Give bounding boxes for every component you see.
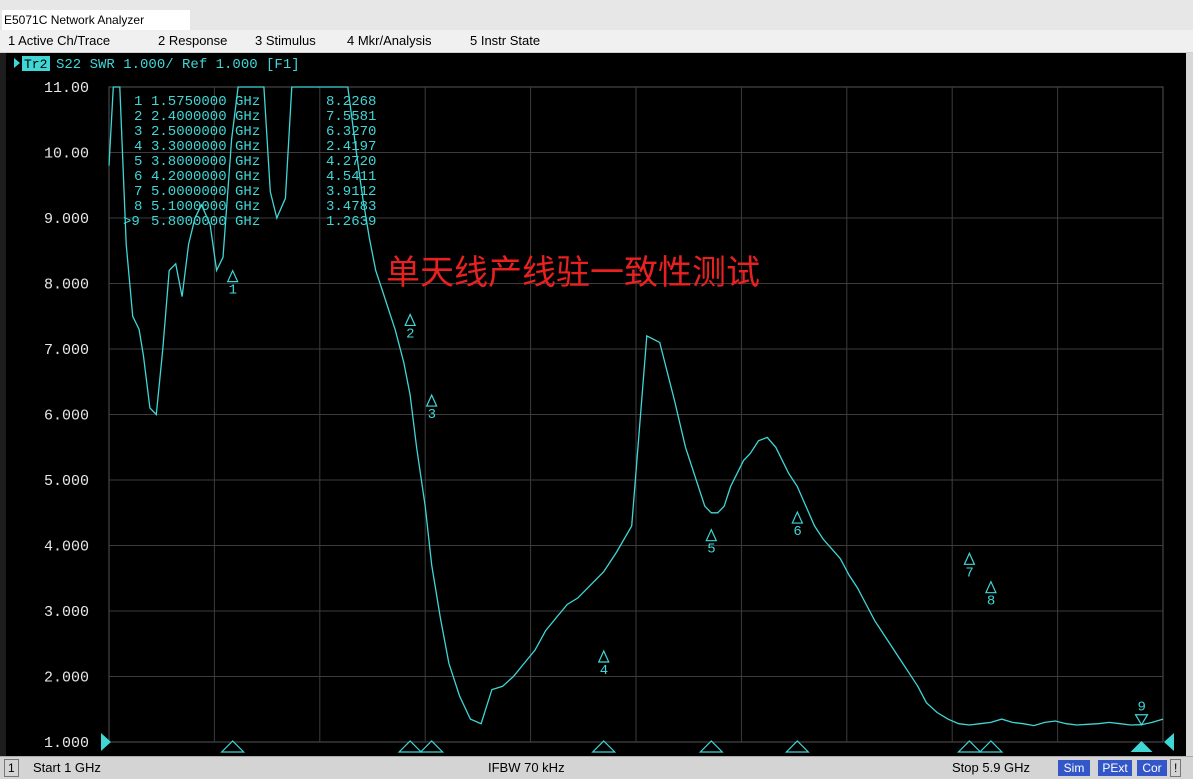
marker-3-triangle[interactable] [425, 393, 438, 407]
marker-1-triangle[interactable] [226, 269, 239, 283]
marker-4-label: 4 [600, 663, 608, 679]
marker-9-triangle[interactable] [1134, 714, 1149, 726]
alert-indicator: ! [1170, 759, 1182, 777]
marker-readout-text: 3 [134, 124, 142, 140]
ifbw-setting[interactable]: IFBW 70 kHz [488, 760, 565, 775]
marker-7-label: 7 [965, 565, 973, 581]
marker-position-active[interactable] [1130, 741, 1153, 752]
marker-readout-text: 1 [134, 94, 142, 110]
title-bar: E5071C Network Analyzer [0, 0, 1193, 30]
marker-readout-text: 1.2639 [326, 214, 376, 230]
marker-3-label: 3 [428, 407, 436, 423]
marker-2-label: 2 [406, 326, 414, 342]
correction-indicator: Cor [1137, 760, 1167, 776]
trace-arrow-icon [14, 58, 20, 68]
marker-readout-text: 5.1000000 GHz [151, 199, 260, 215]
trace-tag-box[interactable] [22, 56, 50, 71]
swr-trace-line [108, 86, 1164, 727]
y-tick-label: 3.000 [44, 604, 89, 621]
menu-bar: 1 Active Ch/Trace 2 Response 3 Stimulus … [0, 30, 1193, 53]
marker-position-triangle[interactable] [784, 740, 810, 753]
marker-readout-text: 2.4197 [326, 139, 376, 155]
marker-position-triangle[interactable] [956, 740, 982, 753]
marker-readout-text: 5.8000000 GHz [151, 214, 260, 230]
marker-readout-text: 3.4783 [326, 199, 376, 215]
y-tick-label: 4.000 [44, 539, 89, 556]
marker-position-triangle[interactable] [220, 740, 246, 753]
marker-2-triangle[interactable] [404, 312, 417, 327]
marker-readout-text: 2 [134, 109, 142, 125]
marker-5-triangle[interactable] [705, 528, 718, 542]
marker-8-label: 8 [987, 594, 995, 610]
marker-readout-text: 4 [134, 139, 142, 155]
y-tick-label: 2.000 [44, 670, 89, 687]
marker-5-label: 5 [707, 542, 715, 558]
window-title: E5071C Network Analyzer [2, 10, 190, 30]
swr-plot[interactable]: Tr2 S22 SWR 1.000/ Ref 1.000 [F1] 11.00 10.… [6, 53, 1186, 756]
marker-readout-text: 8.2268 [326, 94, 376, 110]
port-extension-indicator: PExt [1098, 760, 1132, 776]
y-tick-label: 6.000 [44, 408, 89, 425]
marker-readout-text: 6.3270 [326, 124, 376, 140]
analyzer-screen[interactable]: Tr2 S22 SWR 1.000/ Ref 1.000 [F1] 11.00 10.… [6, 53, 1186, 756]
marker-position-triangle[interactable] [978, 740, 1004, 753]
y-tick-label: 10.00 [44, 146, 89, 163]
marker-readout-text: 4.5411 [326, 169, 376, 185]
marker-readout-text: 6 [134, 169, 142, 185]
y-tick-label: 9.000 [44, 211, 89, 228]
marker-readout-text: 2.5000000 GHz [151, 124, 260, 140]
marker-readout-text: 2.4000000 GHz [151, 109, 260, 125]
marker-readout-text: 5 [134, 154, 142, 170]
marker-6-label: 6 [793, 524, 801, 540]
marker-readout-text: 4.2720 [326, 154, 376, 170]
marker-8-triangle[interactable] [984, 580, 997, 594]
menu-mkr-analysis[interactable]: 4 Mkr/Analysis [347, 33, 432, 48]
marker-readout-text: 3.9112 [326, 184, 376, 200]
marker-1-label: 1 [229, 283, 237, 299]
marker-readout-text: 4.2000000 GHz [151, 169, 260, 185]
marker-7-triangle[interactable] [963, 551, 976, 565]
marker-4-triangle[interactable] [597, 649, 610, 663]
marker-readout-text: 7.5581 [326, 109, 376, 125]
marker-readout-text: 5.0000000 GHz [151, 184, 260, 200]
trace-header-text: S22 SWR 1.000/ Ref 1.000 [F1] [56, 57, 300, 73]
trace-tag: Tr2 [24, 57, 47, 72]
status-bar: 1 Start 1 GHz IFBW 70 kHz Stop 5.9 GHz S… [0, 756, 1193, 779]
reference-right-icon [1164, 733, 1174, 751]
marker-readout-text: 8 [134, 199, 142, 215]
y-tick-label: 5.000 [44, 473, 89, 490]
marker-9-label: 9 [1137, 700, 1145, 716]
marker-readout-text: 1.5750000 GHz [151, 94, 260, 110]
marker-readout-text: 3.8000000 GHz [151, 154, 260, 170]
y-tick-label: 7.000 [44, 342, 89, 359]
menu-response[interactable]: 2 Response [158, 33, 228, 48]
marker-readout-text: >9 [123, 214, 140, 230]
marker-6-triangle[interactable] [791, 510, 804, 524]
channel-indicator[interactable]: 1 [4, 759, 19, 777]
overlay-annotation: 单天线产线驻一致性测试 [386, 253, 760, 293]
stop-frequency[interactable]: Stop 5.9 GHz [952, 760, 1031, 775]
menu-instr-state[interactable]: 5 Instr State [470, 33, 541, 48]
sim-indicator: Sim [1058, 760, 1090, 776]
marker-position-triangle[interactable] [591, 740, 617, 753]
reference-left-icon [101, 733, 111, 751]
marker-position-triangle[interactable] [419, 740, 445, 753]
y-tick-label: 11.00 [44, 80, 89, 97]
start-frequency[interactable]: Start 1 GHz [33, 760, 101, 775]
marker-position-triangle[interactable] [397, 740, 423, 753]
menu-active-ch-trace[interactable]: 1 Active Ch/Trace [8, 33, 111, 48]
marker-position-triangle[interactable] [698, 740, 724, 753]
marker-readout-text: 3.3000000 GHz [151, 139, 260, 155]
y-tick-label: 1.000 [44, 735, 89, 752]
right-panel-edge [1186, 53, 1193, 756]
marker-readout-text: 7 [134, 184, 142, 200]
menu-stimulus[interactable]: 3 Stimulus [255, 33, 316, 48]
y-tick-label: 8.000 [44, 277, 89, 294]
